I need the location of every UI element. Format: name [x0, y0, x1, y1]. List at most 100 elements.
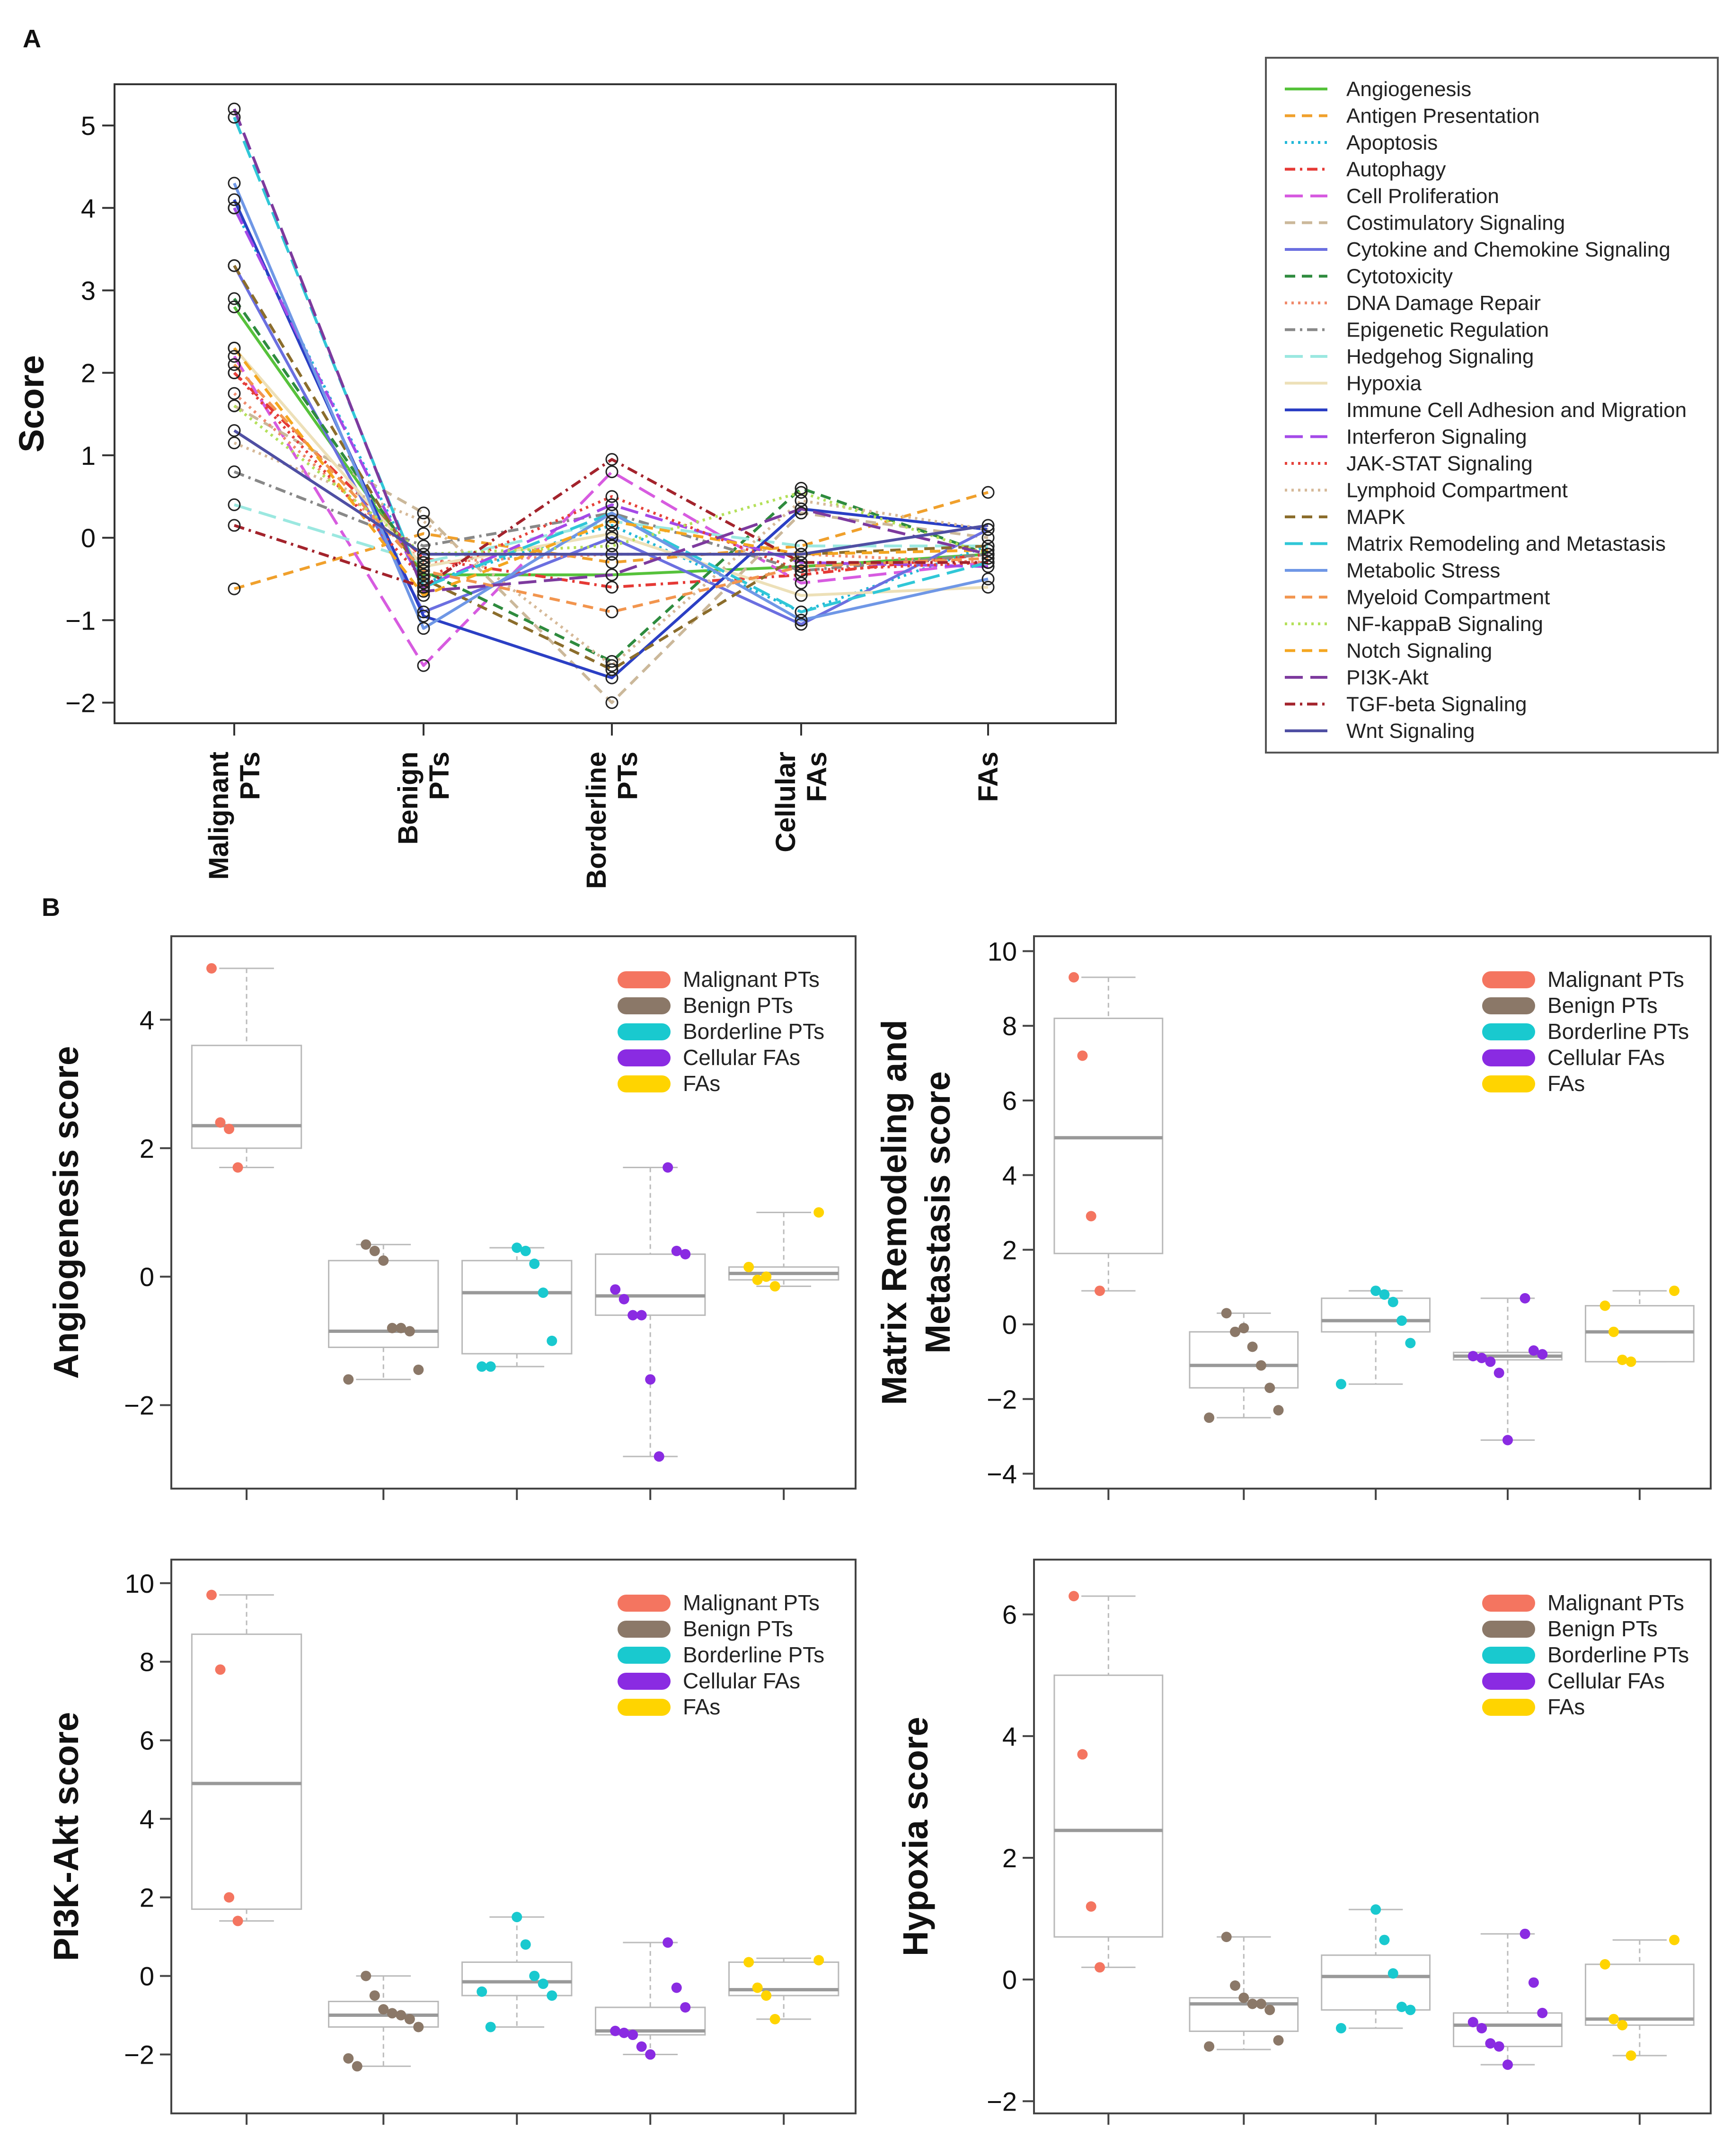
data-point: [224, 1124, 235, 1135]
data-point: [1086, 1901, 1096, 1912]
data-point-marker: [228, 350, 241, 363]
panel-label-a: A: [23, 25, 41, 53]
data-point-marker: [795, 577, 808, 590]
y-tick-label: 4: [1002, 1161, 1017, 1190]
data-point-marker: [605, 581, 619, 594]
legend-item-label: Malignant PTs: [683, 1590, 820, 1615]
data-point-marker: [605, 465, 619, 479]
data-point: [1229, 1326, 1240, 1337]
data-point-marker: [795, 613, 808, 627]
data-point-marker: [417, 610, 430, 623]
data-point: [619, 2027, 629, 2038]
data-point-marker: [605, 539, 619, 552]
data-point-marker: [605, 490, 619, 503]
data-point: [343, 2053, 354, 2064]
y-axis-label: Score: [12, 355, 51, 452]
legend-item-label: FAs: [683, 1695, 720, 1719]
legend-item-label: Cellular FAs: [1547, 1045, 1665, 1070]
series-line-pi3k-akt: [233, 108, 989, 593]
legend-item-label: Immune Cell Adhesion and Migration: [1346, 399, 1687, 422]
data-point: [1086, 1211, 1096, 1222]
data-point: [1608, 2014, 1619, 2024]
data-point-marker: [417, 560, 430, 573]
data-point-marker: [981, 523, 995, 536]
data-point-marker: [795, 589, 808, 602]
data-point-marker: [605, 519, 619, 532]
x-category-label: PTs: [424, 752, 455, 800]
data-point-marker: [981, 572, 995, 586]
data-point-marker: [981, 543, 995, 557]
data-point-marker: [228, 292, 241, 305]
box-iqr: [191, 1633, 302, 1910]
data-point: [1617, 2020, 1628, 2031]
data-point-marker: [228, 399, 241, 412]
data-point: [1221, 1308, 1232, 1319]
data-point-marker: [605, 655, 619, 668]
data-point: [743, 1261, 754, 1272]
data-point: [1520, 1928, 1530, 1939]
legend-item-label: TGF-beta Signaling: [1346, 693, 1527, 716]
data-point: [529, 1970, 540, 1981]
data-point: [1335, 1379, 1346, 1390]
data-point-marker: [605, 453, 619, 466]
data-point: [1264, 2005, 1275, 2015]
data-point: [663, 1162, 673, 1173]
data-point: [369, 1990, 380, 2001]
data-point: [1669, 1286, 1680, 1296]
legend-item-label: FAs: [1547, 1071, 1585, 1096]
data-point: [1528, 1977, 1539, 1988]
y-tick-label: 0: [1002, 1310, 1017, 1340]
data-point: [680, 2002, 691, 2013]
y-tick-label: 5: [81, 111, 96, 141]
legend-item-label: Malignant PTs: [683, 967, 820, 992]
x-category-label: FAs: [802, 752, 832, 802]
series-line-interferon-signaling: [233, 207, 989, 589]
data-point-marker: [228, 436, 241, 450]
data-point: [1273, 1405, 1284, 1416]
legend-item-label: Notch Signaling: [1346, 639, 1492, 663]
data-point: [1520, 1293, 1530, 1304]
data-point: [636, 2041, 647, 2052]
box-iqr: [1053, 1674, 1164, 1938]
data-point-marker: [795, 539, 808, 552]
data-point-marker: [417, 556, 430, 569]
data-point: [1493, 2041, 1504, 2052]
legend-item-label: DNA Damage Repair: [1346, 292, 1541, 315]
data-point-marker: [981, 548, 995, 561]
data-point: [671, 1982, 682, 1993]
data-point: [232, 1916, 243, 1926]
y-tick-label: 0: [81, 523, 96, 553]
data-point-marker: [417, 552, 430, 565]
legend-item-label: Costimulatory Signaling: [1346, 212, 1565, 235]
data-point-marker: [605, 696, 619, 709]
data-point: [654, 1451, 664, 1462]
data-point: [224, 1892, 235, 1903]
data-point: [352, 2061, 362, 2072]
data-point: [1273, 2035, 1284, 2046]
data-point-marker: [228, 193, 241, 206]
data-point-marker: [228, 300, 241, 313]
data-point-marker: [228, 424, 241, 437]
y-axis-label: Angiogenesis score: [46, 1046, 86, 1379]
data-point: [627, 1310, 638, 1321]
data-point-marker: [795, 560, 808, 573]
data-point-marker: [605, 527, 619, 540]
data-point-marker: [605, 531, 619, 544]
data-point: [232, 1162, 243, 1173]
data-point: [378, 1255, 389, 1266]
data-point: [1599, 1300, 1610, 1311]
legend-item-label: Hypoxia: [1346, 372, 1422, 395]
data-point: [1387, 1968, 1398, 1979]
data-point: [1485, 1356, 1496, 1367]
legend-swatch: [618, 1023, 671, 1040]
y-tick-label: 8: [140, 1647, 154, 1677]
legend-item-label: JAK-STAT Signaling: [1346, 452, 1533, 475]
series-line-apoptosis: [233, 207, 989, 613]
series-line-lymphoid-compartment: [233, 441, 989, 667]
data-point-marker: [228, 201, 241, 214]
box-plot-matrix-remodeling: 10 8 6 4 2 0 −2 −4 Matrix Remodeling and Metastas…: [875, 935, 1712, 1500]
data-point: [538, 1287, 548, 1298]
series-line-wnt-signaling: [233, 429, 989, 556]
